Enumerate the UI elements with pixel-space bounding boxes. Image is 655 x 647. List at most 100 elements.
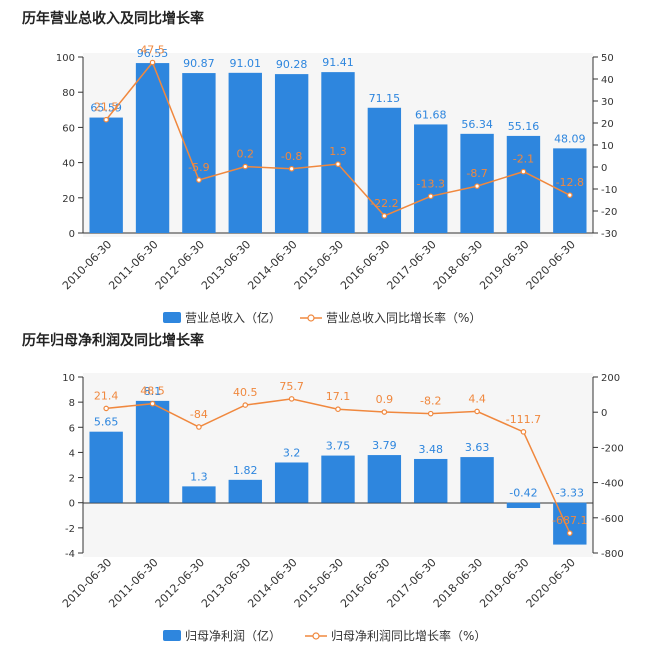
growth-rate-label: 40.5 — [233, 386, 258, 399]
growth-rate-point — [335, 406, 341, 412]
bar — [228, 479, 262, 503]
bar — [182, 73, 216, 233]
growth-rate-label: 21.4 — [94, 389, 119, 402]
left-axis-tick-label: 80 — [62, 88, 75, 99]
legend-bar-label: 归母净利润（亿） — [185, 628, 281, 643]
bar-value-label: 61.68 — [415, 108, 447, 121]
right-axis-tick-label: 40 — [601, 75, 614, 86]
left-axis-tick-label: 0 — [69, 499, 75, 510]
legend-bar-swatch — [163, 630, 181, 641]
bar — [228, 72, 262, 233]
bar-value-label: 3.75 — [326, 440, 351, 453]
growth-rate-point — [242, 402, 249, 408]
legend-line-label: 营业总收入同比增长率（%） — [326, 310, 481, 325]
bar-value-label: 3.79 — [372, 439, 397, 452]
growth-rate-point — [474, 183, 480, 189]
bar — [274, 74, 309, 233]
right-axis-tick-label: 20 — [601, 119, 614, 130]
right-axis-tick-label: 50 — [601, 53, 614, 64]
growth-rate-label: 48.5 — [140, 385, 165, 398]
growth-rate-label: 1.3 — [329, 145, 347, 158]
left-axis-tick-label: 10 — [62, 373, 75, 384]
left-axis-tick-label: -4 — [65, 549, 75, 560]
growth-rate-point — [288, 165, 295, 172]
right-axis-tick-label: 30 — [601, 97, 614, 108]
bar — [367, 455, 402, 503]
left-axis-tick-label: 0 — [69, 229, 75, 240]
growth-rate-point — [196, 424, 202, 430]
growth-rate-label: 0.2 — [237, 148, 255, 161]
right-axis-tick-label: -400 — [601, 479, 624, 490]
bar-value-label: 3.63 — [465, 441, 490, 454]
bar — [321, 72, 355, 233]
legend-line-label: 归母净利润同比增长率（%） — [331, 628, 486, 643]
growth-rate-label: -12.8 — [556, 176, 584, 189]
growth-rate-point — [149, 59, 156, 66]
growth-rate-point — [427, 193, 434, 200]
bar — [506, 502, 541, 508]
left-axis-tick-label: 4 — [69, 448, 75, 459]
bar — [89, 431, 123, 503]
growth-rate-label: -687.1 — [552, 514, 587, 527]
right-axis-tick-label: 10 — [601, 141, 614, 152]
growth-rate-point — [381, 409, 388, 415]
legend-line-marker — [307, 314, 315, 322]
left-axis-tick-label: 2 — [69, 474, 75, 485]
bar — [89, 117, 123, 233]
bar-value-label: 5.65 — [94, 416, 119, 429]
growth-rate-point — [567, 192, 573, 198]
legend-bar-swatch — [163, 312, 181, 323]
growth-rate-label: -2.1 — [513, 153, 534, 166]
bar — [414, 124, 448, 233]
growth-rate-label: -13.3 — [416, 177, 444, 190]
growth-rate-label: 4.4 — [468, 392, 486, 405]
bar-value-label: -0.42 — [509, 487, 537, 500]
left-axis-tick-label: 20 — [62, 194, 75, 205]
growth-rate-label: 75.7 — [279, 380, 304, 393]
growth-rate-label: -22.2 — [370, 197, 398, 210]
chart-title-revenue: 历年营业总收入及同比增长率 — [22, 11, 204, 27]
left-axis-tick-label: 40 — [62, 159, 75, 170]
bar-value-label: 1.3 — [190, 470, 208, 483]
right-axis-tick-label: 0 — [601, 163, 607, 174]
growth-rate-point — [335, 161, 341, 167]
x-axis-tick-label: 2020-06-30 — [524, 238, 578, 292]
growth-rate-point — [520, 168, 527, 175]
bar-value-label: 65.59 — [90, 102, 122, 115]
revenue-chart: 0 20 40 60 80 100 -30 -20 -10 0 10 20 30 40 50 65.59 96.… — [56, 44, 617, 326]
growth-rate-point — [242, 163, 249, 170]
legend-line-marker — [312, 632, 320, 640]
growth-rate-label: -5.9 — [188, 161, 209, 174]
bar — [367, 107, 402, 233]
growth-rate-label: 0.9 — [376, 393, 394, 406]
right-axis-tick-label: -600 — [601, 514, 624, 525]
bar — [460, 457, 494, 503]
growth-rate-point — [474, 408, 480, 415]
net-profit-chart: -4 -2 0 2 4 6 8 10 -800 -600 -400 -200 0 200 5.65 8.1 1.… — [60, 373, 624, 643]
growth-rate-label: 21.5 — [94, 101, 119, 114]
bar-value-label: 91.41 — [322, 56, 354, 69]
growth-rate-label: -84 — [190, 408, 208, 421]
left-axis-tick-label: 6 — [69, 423, 75, 434]
bar-value-label: 3.2 — [283, 446, 301, 459]
bar — [414, 458, 448, 503]
left-axis-tick-label: -2 — [65, 524, 75, 535]
right-axis-tick-label: 200 — [601, 373, 620, 384]
x-axis-tick-label: 2020-06-30 — [524, 556, 578, 610]
right-axis-tick-label: -10 — [601, 185, 617, 196]
bar — [274, 462, 309, 503]
growth-rate-point — [567, 530, 573, 536]
growth-rate-point — [149, 400, 156, 407]
growth-rate-point — [381, 213, 388, 219]
growth-rate-point — [196, 177, 202, 183]
left-axis-tick-label: 8 — [69, 398, 75, 409]
bar — [506, 135, 541, 233]
bar-value-label: 90.28 — [276, 58, 308, 71]
bar-value-label: -3.33 — [556, 487, 584, 500]
bar — [553, 148, 587, 233]
bar-value-label: 96.55 — [137, 47, 169, 60]
bar-value-label: 48.09 — [554, 132, 586, 145]
growth-rate-point — [103, 116, 109, 123]
bar-value-label: 90.87 — [183, 57, 215, 70]
bar-value-label: 56.34 — [461, 118, 493, 131]
